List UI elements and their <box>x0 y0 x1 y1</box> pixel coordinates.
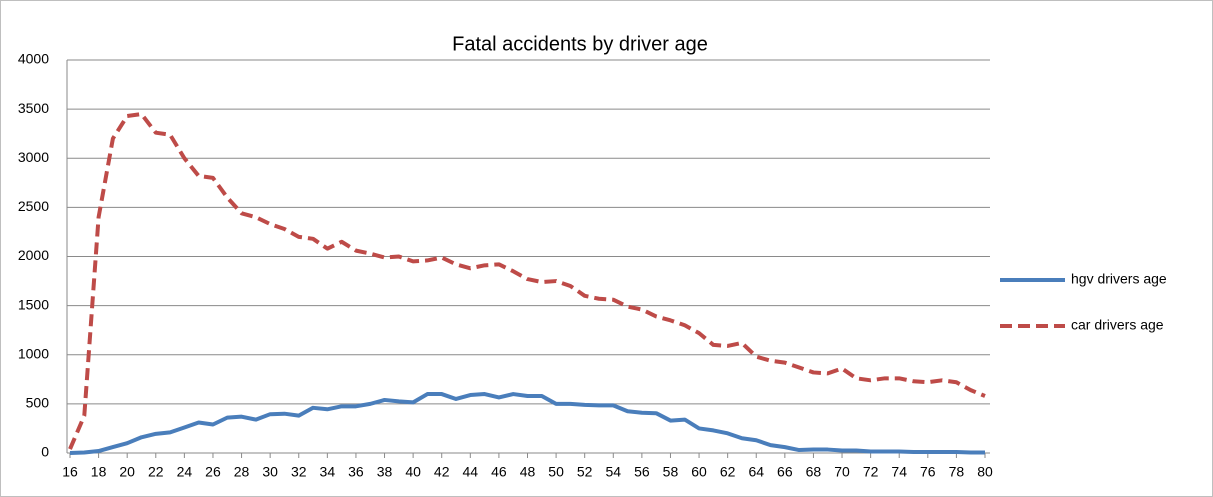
x-tick-label: 72 <box>863 464 879 480</box>
x-tick-label: 70 <box>834 464 850 480</box>
x-tick-label: 80 <box>977 464 993 480</box>
x-tick-label: 48 <box>520 464 536 480</box>
x-tick-label: 74 <box>891 464 907 480</box>
x-tick-label: 78 <box>949 464 965 480</box>
x-tick-label: 52 <box>577 464 593 480</box>
y-tick-label: 2500 <box>18 198 49 214</box>
x-tick-label: 26 <box>205 464 221 480</box>
y-tick-label: 3500 <box>18 100 49 116</box>
x-tick-label: 34 <box>320 464 336 480</box>
y-tick-label: 500 <box>26 395 50 411</box>
y-tick-label: 0 <box>41 444 49 460</box>
x-tick-label: 36 <box>348 464 364 480</box>
x-tick-label: 58 <box>663 464 679 480</box>
x-tick-label: 54 <box>605 464 621 480</box>
y-tick-label: 4000 <box>18 51 49 67</box>
x-tick-label: 56 <box>634 464 650 480</box>
x-tick-label: 38 <box>377 464 393 480</box>
x-tick-label: 42 <box>434 464 450 480</box>
x-tick-label: 44 <box>463 464 479 480</box>
chart-title: Fatal accidents by driver age <box>452 33 708 55</box>
x-tick-label: 30 <box>262 464 278 480</box>
x-tick-label: 20 <box>119 464 135 480</box>
legend-label: car drivers age <box>1071 317 1164 333</box>
x-tick-label: 76 <box>920 464 936 480</box>
y-tick-label: 2000 <box>18 247 49 263</box>
x-tick-label: 62 <box>720 464 736 480</box>
x-tick-label: 32 <box>291 464 307 480</box>
x-tick-label: 28 <box>234 464 250 480</box>
data-line <box>68 112 986 450</box>
x-tick-label: 16 <box>62 464 78 480</box>
x-tick-label: 18 <box>91 464 107 480</box>
x-tick-label: 68 <box>806 464 822 480</box>
x-tick-label: 40 <box>405 464 421 480</box>
x-tick-label: 24 <box>177 464 193 480</box>
x-tick-label: 46 <box>491 464 507 480</box>
x-tick-label: 50 <box>548 464 564 480</box>
data-line <box>69 392 985 455</box>
x-tick-label: 22 <box>148 464 164 480</box>
x-tick-label: 64 <box>748 464 764 480</box>
y-tick-label: 3000 <box>18 149 49 165</box>
x-tick-label: 66 <box>777 464 793 480</box>
legend-label: hgv drivers age <box>1071 271 1167 287</box>
y-tick-label: 1000 <box>18 345 49 361</box>
y-tick-label: 1500 <box>18 296 49 312</box>
x-tick-label: 60 <box>691 464 707 480</box>
